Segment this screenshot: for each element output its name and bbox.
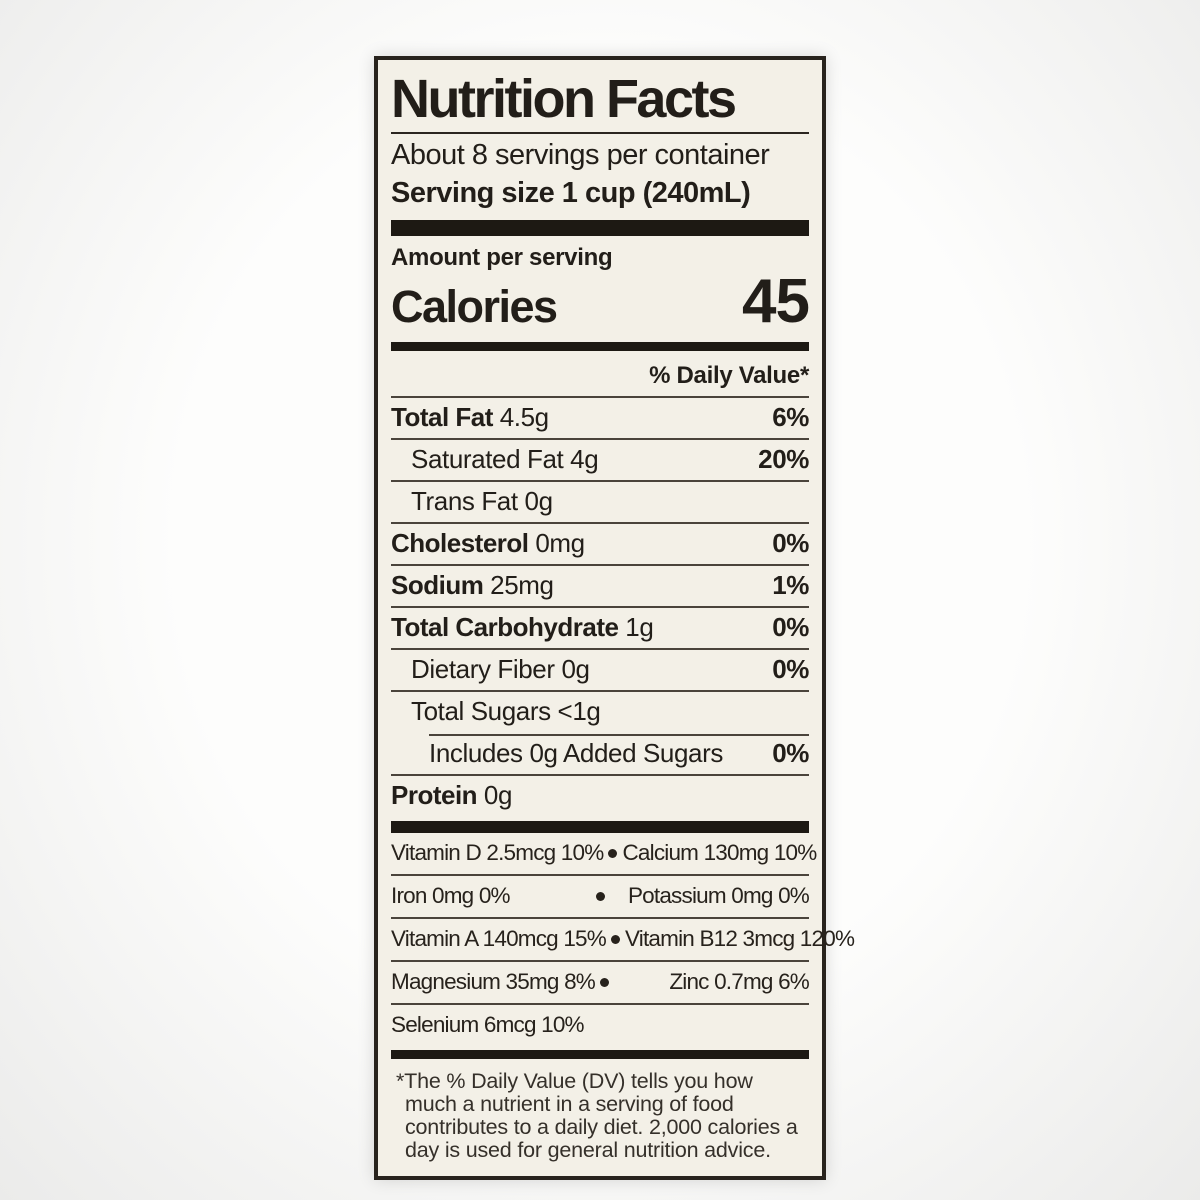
vitamin-left-entry: Vitamin A 140mcg 15% — [391, 926, 607, 952]
vitamin-row: Vitamin D 2.5mcg 10% Calcium 130mg 10% — [391, 833, 817, 874]
nutrient-daily-value: 0% — [772, 738, 809, 769]
vitamin-row: Vitamin A 140mcg 15% Vitamin B12 3mcg 120… — [391, 917, 855, 960]
daily-value-footnote: *The % Daily Value (DV) tells you how mu… — [396, 1069, 798, 1163]
nutrient-row: Includes 0g Added Sugars 0% — [391, 734, 809, 774]
calories-row: Calories 45 — [391, 267, 810, 337]
vitamin-row: Selenium 6mcg 10% — [391, 1003, 809, 1046]
nutrient-daily-value: 1% — [772, 570, 809, 601]
nutrient-name-amount: Sodium 25mg — [391, 570, 554, 601]
bullet-separator-icon — [600, 977, 610, 987]
daily-value-header: % Daily Value* — [649, 362, 809, 390]
vitamin-left-entry: Iron 0mg 0% — [391, 883, 511, 909]
nutrient-row: Sodium 25mg 1% — [391, 564, 809, 606]
vitamin-right-entry: Calcium 130mg 10% — [622, 840, 817, 866]
vitamin-left-entry: Vitamin D 2.5mcg 10% — [391, 840, 604, 866]
nutrient-row: Total Sugars <1g — [391, 690, 809, 732]
calories-label: Calories — [391, 281, 558, 333]
servings-per-container: About 8 servings per container — [391, 139, 770, 172]
bullet-separator-icon — [608, 848, 618, 858]
nutrient-name-amount: Includes 0g Added Sugars — [429, 738, 723, 769]
amount-per-serving-label: Amount per serving — [391, 244, 613, 272]
nutrient-name-amount: Dietary Fiber 0g — [411, 654, 590, 685]
thick-divider-before-vitamins — [391, 821, 809, 834]
nutrient-name-amount: Total Carbohydrate 1g — [391, 612, 654, 643]
nutrient-daily-value: 0% — [772, 612, 809, 643]
nutrient-row: Total Fat 4.5g 6% — [391, 396, 809, 438]
nutrient-daily-value: 0% — [772, 528, 809, 559]
vitamin-rows: Vitamin D 2.5mcg 10% Calcium 130mg 10% Iro… — [391, 833, 855, 1046]
nutrient-name-amount: Total Sugars <1g — [411, 696, 601, 727]
nutrient-daily-value: 6% — [772, 402, 809, 433]
nutrition-facts-label: Nutrition Facts About 8 servings per con… — [374, 56, 855, 1181]
nutrient-name-amount: Saturated Fat 4g — [411, 444, 599, 475]
nutrient-daily-value: 20% — [758, 444, 809, 475]
vitamin-right-entry: Vitamin B12 3mcg 120% — [624, 926, 855, 952]
nutrient-row: Trans Fat 0g — [391, 480, 809, 522]
medium-divider-after-calories — [391, 342, 809, 352]
bullet-separator-icon — [595, 891, 605, 901]
nutrient-name-amount: Protein 0g — [391, 780, 513, 811]
thick-divider-top — [391, 220, 809, 237]
vitamin-right-entry: Potassium 0mg 0% — [627, 883, 810, 909]
nutrient-daily-value: 0% — [772, 654, 809, 685]
nutrient-row: Saturated Fat 4g 20% — [391, 438, 809, 480]
nutrient-rows: Total Fat 4.5g 6% Saturated Fat 4g 20% Trans… — [391, 396, 809, 816]
vitamin-right-entry: Zinc 0.7mg 6% — [669, 969, 809, 995]
nutrient-row: Dietary Fiber 0g 0% — [391, 648, 809, 690]
vitamin-row: Iron 0mg 0% Potassium 0mg 0% — [391, 874, 810, 917]
nutrient-row: Total Carbohydrate 1g 0% — [391, 606, 809, 648]
bullet-separator-icon — [610, 934, 620, 944]
nutrient-name-amount: Total Fat 4.5g — [391, 402, 549, 433]
nutrient-row: Cholesterol 0mg 0% — [391, 522, 809, 564]
nutrient-name-amount: Trans Fat 0g — [411, 486, 553, 517]
serving-size: Serving size 1 cup (240mL) — [391, 177, 751, 210]
vitamin-row: Magnesium 35mg 8% Zinc 0.7mg 6% — [391, 960, 810, 1003]
vitamin-left-entry: Magnesium 35mg 8% — [391, 969, 596, 995]
medium-divider-before-footnote — [391, 1050, 809, 1060]
nutrient-row: Protein 0g — [391, 774, 809, 816]
label-title: Nutrition Facts — [391, 71, 809, 135]
calories-value: 45 — [742, 267, 810, 337]
nutrient-name-amount: Cholesterol 0mg — [391, 528, 585, 559]
vitamin-left-entry: Selenium 6mcg 10% — [391, 1012, 585, 1038]
